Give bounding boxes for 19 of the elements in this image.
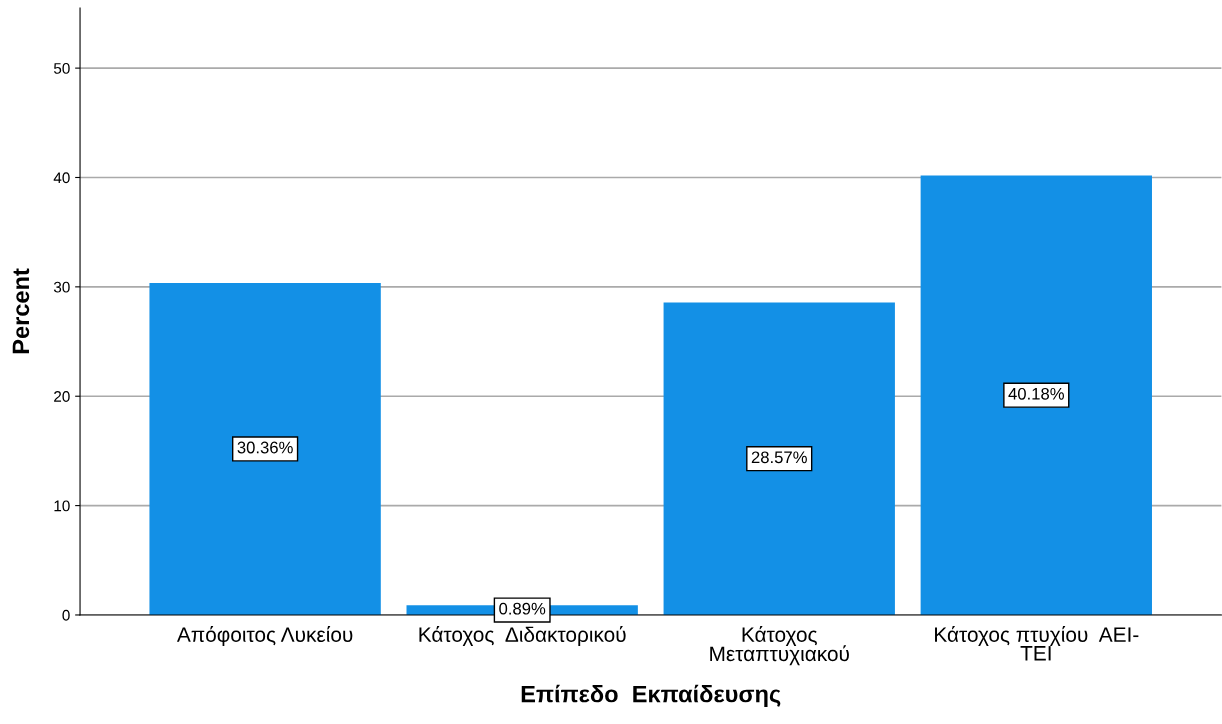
- y-tick-label: 30: [53, 281, 70, 293]
- x-tick-label: Κάτοχος πτυχίου ΑΕΙ- ΤΕΙ: [935, 626, 1139, 661]
- y-axis-title: Percent: [12, 268, 30, 354]
- data-label: 30.36%: [237, 441, 293, 454]
- bar: [149, 282, 381, 615]
- y-tick-label: 40: [53, 172, 70, 184]
- data-label: 28.57%: [751, 451, 807, 464]
- y-tick-label: 50: [53, 62, 70, 74]
- x-axis-title: Επίπεδο Εκπαίδευσης: [521, 684, 781, 708]
- x-tick-label: Κάτοχος Διδακτορικού: [419, 626, 626, 647]
- x-tick-label: Απόφοιτος Λυκείου: [176, 626, 353, 647]
- x-tick-label: Κάτοχος Μεταπτυχιακού: [710, 626, 849, 666]
- y-tick-label: 0: [62, 609, 70, 621]
- data-label: 0.89%: [499, 602, 546, 615]
- data-label: 40.18%: [1008, 387, 1064, 400]
- bar: [920, 175, 1152, 615]
- bar: [663, 302, 895, 615]
- y-tick-label: 10: [54, 500, 70, 512]
- y-tick-label: 20: [54, 391, 70, 402]
